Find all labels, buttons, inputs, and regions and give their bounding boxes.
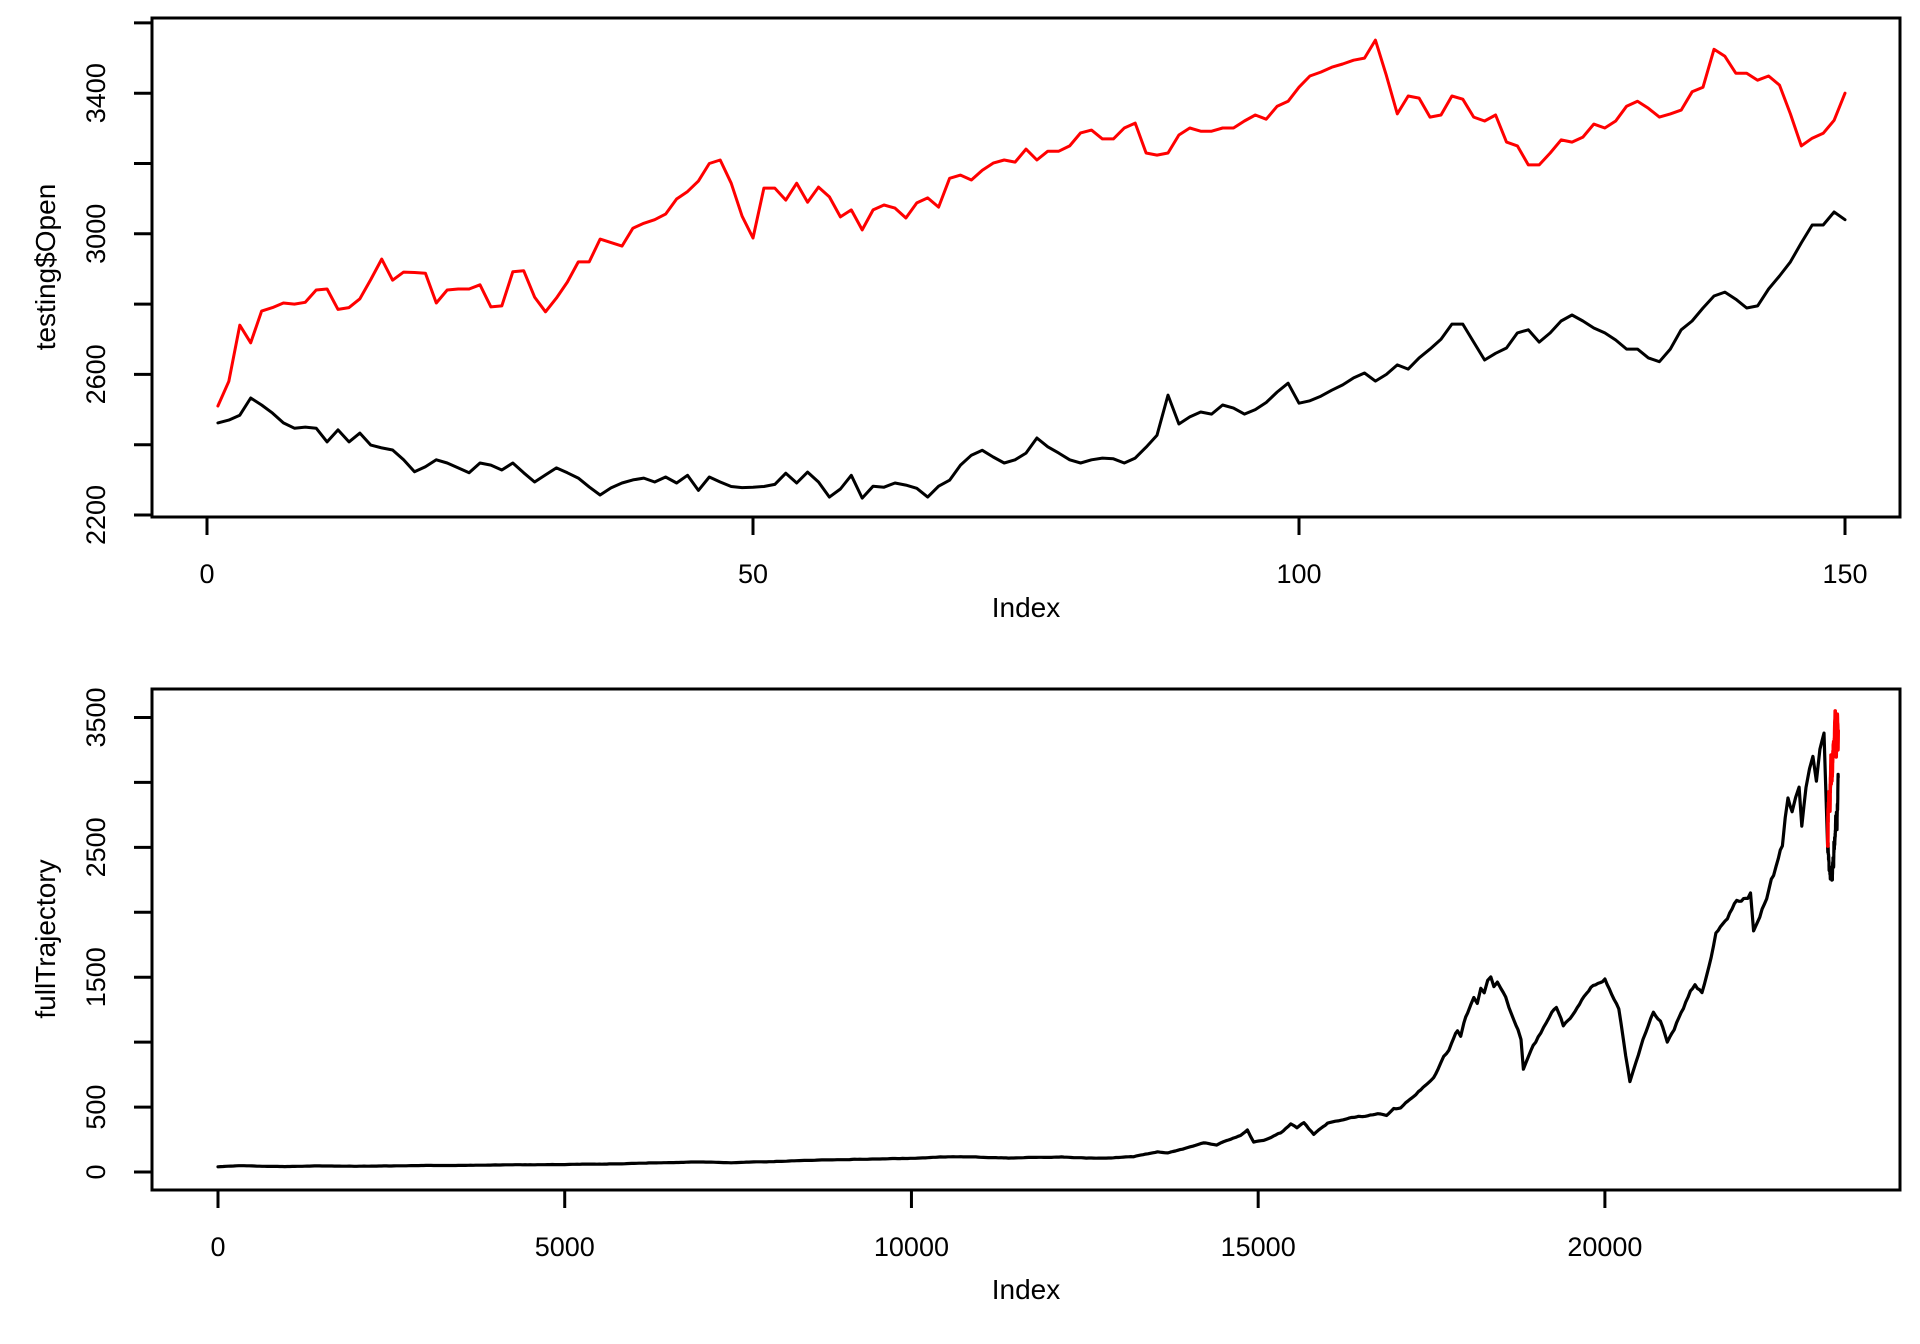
panel2-y-tick-label: 3500 [81, 687, 111, 747]
panel2-y-tick-label: 500 [81, 1085, 111, 1130]
panel1-series-black [216, 210, 1847, 500]
panel1-y-tick-label: 3000 [81, 204, 111, 264]
panel2-plot-border [150, 687, 1902, 1192]
panel1-x-tick-label: 50 [738, 559, 768, 589]
panel1-plot-border [150, 16, 1902, 519]
panel2-x-tick-label: 5000 [535, 1232, 595, 1262]
panel1-x-tick-label: 100 [1276, 559, 1321, 589]
panel1-series-red [216, 38, 1847, 408]
panel2-x-tick-label: 15000 [1221, 1232, 1296, 1262]
panel2-series-black [216, 731, 1840, 1169]
panel2-y-axis-title: fullTrajectory [30, 859, 61, 1019]
panel2-x-tick-label: 10000 [874, 1232, 949, 1262]
panel2-x-tick-label: 20000 [1567, 1232, 1642, 1262]
panel1-y-tick-label: 2600 [81, 344, 111, 404]
panel1-x-tick-label: 0 [199, 559, 214, 589]
panel2-y-tick-label: 1500 [81, 947, 111, 1007]
panel2-series-red [1826, 709, 1840, 848]
panel1-y-axis-title: testing$Open [30, 183, 61, 351]
panel2-y-tick-label: 2500 [81, 817, 111, 877]
panel2-x-axis-title: Index [991, 1274, 1061, 1305]
panel1-y-tick-label: 3400 [81, 63, 111, 123]
panel2-x-tick-label: 0 [210, 1232, 225, 1262]
panel1-y-tick-label: 2200 [81, 485, 111, 545]
panel1-x-axis-title: Index [991, 592, 1061, 623]
panel2-y-tick-label: 0 [81, 1164, 111, 1179]
panel1-x-tick-label: 150 [1822, 559, 1867, 589]
